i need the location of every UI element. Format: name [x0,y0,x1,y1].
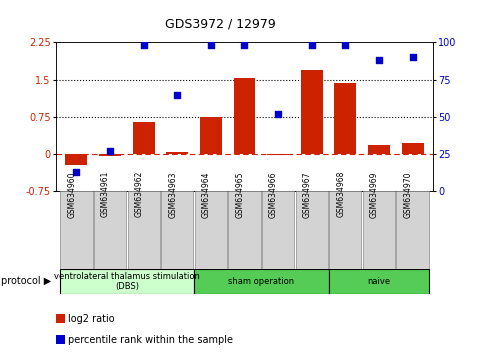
Bar [127,191,160,269]
Bar [194,191,226,269]
Bar [396,191,428,269]
Text: percentile rank within the sample: percentile rank within the sample [68,335,233,345]
Bar [200,117,222,154]
Text: ventrolateral thalamus stimulation
(DBS): ventrolateral thalamus stimulation (DBS) [54,272,200,291]
Point [307,42,315,48]
Text: GSM634961: GSM634961 [101,171,110,217]
Bar [60,191,92,269]
Bar [94,191,126,269]
Bar [367,145,389,154]
Bar [328,269,428,294]
Point [240,42,248,48]
Text: GSM634965: GSM634965 [235,171,244,217]
Point [408,55,416,60]
Bar [362,191,394,269]
Text: GSM634969: GSM634969 [369,171,378,217]
Text: log2 ratio: log2 ratio [68,314,115,324]
Text: GSM634963: GSM634963 [168,171,177,217]
Bar [262,191,294,269]
Text: GSM634970: GSM634970 [403,171,412,217]
Text: GSM634960: GSM634960 [67,171,76,217]
Bar [99,154,121,156]
Point [274,111,282,117]
Bar [295,191,327,269]
Point [374,57,382,63]
Bar [328,191,361,269]
Bar [161,191,193,269]
Text: naive: naive [366,277,390,286]
Bar [300,70,322,154]
Bar [132,122,154,154]
Point [206,42,214,48]
Point [140,42,147,48]
Bar [166,152,188,154]
Bar [194,269,328,294]
Bar [266,154,288,155]
Bar [401,143,423,154]
Point [106,148,114,154]
Bar [60,269,194,294]
Point [173,92,181,97]
Text: protocol ▶: protocol ▶ [1,276,51,286]
Text: GSM634967: GSM634967 [302,171,311,217]
Point [72,169,80,175]
Text: sham operation: sham operation [228,277,294,286]
Bar [65,154,87,165]
Text: GDS3972 / 12979: GDS3972 / 12979 [164,18,275,31]
Text: GSM634966: GSM634966 [268,171,278,217]
Bar [228,191,260,269]
Text: GSM634968: GSM634968 [336,171,345,217]
Bar [233,78,255,154]
Bar [334,83,356,154]
Point [341,42,348,48]
Text: GSM634964: GSM634964 [202,171,210,217]
Text: GSM634962: GSM634962 [134,171,143,217]
